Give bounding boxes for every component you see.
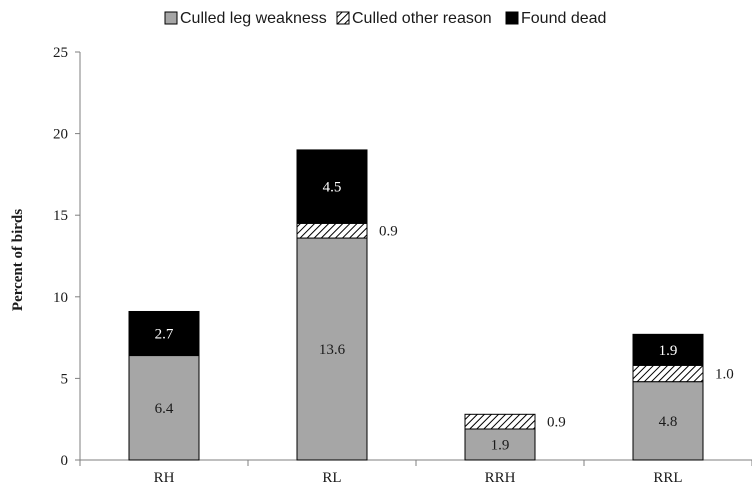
legend-item: Culled leg weakness [164, 10, 327, 27]
bar-segment-rrh-culled-other-reason [464, 413, 536, 430]
legend-label: Culled leg weakness [180, 10, 327, 27]
data-label: 4.5 [323, 180, 342, 196]
bar-segment-rl-culled-leg-weakness [296, 237, 368, 461]
legend-label: Culled other reason [352, 10, 492, 27]
data-label: 1.9 [659, 343, 678, 359]
bar-segment-rl-found-dead [296, 149, 368, 224]
y-tick-label: 10 [53, 290, 68, 306]
bar-segment-rrl-culled-leg-weakness [632, 381, 704, 461]
y-tick-label: 25 [53, 45, 68, 61]
data-label: 6.4 [155, 401, 174, 417]
y-tick-label: 15 [53, 208, 68, 224]
data-label: 1.9 [491, 437, 510, 453]
bar-segment-rl-culled-other-reason [296, 222, 368, 239]
legend-swatch [164, 11, 178, 25]
data-labels: 6.4 2.7 13.6 0.9 4.5 1.9 0.9 4.8 1.0 1.9 [155, 180, 734, 454]
data-label: 1.0 [715, 367, 734, 383]
legend-swatch [336, 11, 350, 25]
bar-segment-rh-found-dead [128, 310, 200, 357]
bar-segment-rrl-found-dead [632, 333, 704, 366]
x-tick-label: RH [154, 470, 175, 486]
x-tick-label: RL [322, 470, 341, 486]
data-label: 0.9 [379, 224, 398, 240]
legend-item: Found dead [505, 10, 606, 27]
data-label: 13.6 [319, 342, 346, 358]
y-tick-label: 20 [53, 127, 68, 143]
legend: Culled leg weakness Culled other reason Fo… [164, 10, 606, 27]
y-axis-label: Percent of birds [10, 209, 26, 311]
data-label: 0.9 [547, 415, 566, 431]
legend-swatch [505, 11, 519, 25]
y-tick-label: 0 [61, 453, 69, 469]
data-label: 2.7 [155, 327, 174, 343]
y-tick-label: 5 [61, 371, 69, 387]
bar-segment-rrl-culled-other-reason [632, 364, 704, 383]
legend-item: Culled other reason [336, 10, 492, 27]
data-label: 4.8 [659, 414, 678, 430]
bar-segment-rrh-culled-leg-weakness [464, 428, 536, 461]
bar-segment-rh-culled-leg-weakness [128, 355, 200, 461]
x-tick-label: RRL [653, 470, 682, 486]
bars [128, 149, 704, 461]
legend-label: Found dead [521, 10, 606, 27]
x-tick-label: RRH [485, 470, 516, 486]
